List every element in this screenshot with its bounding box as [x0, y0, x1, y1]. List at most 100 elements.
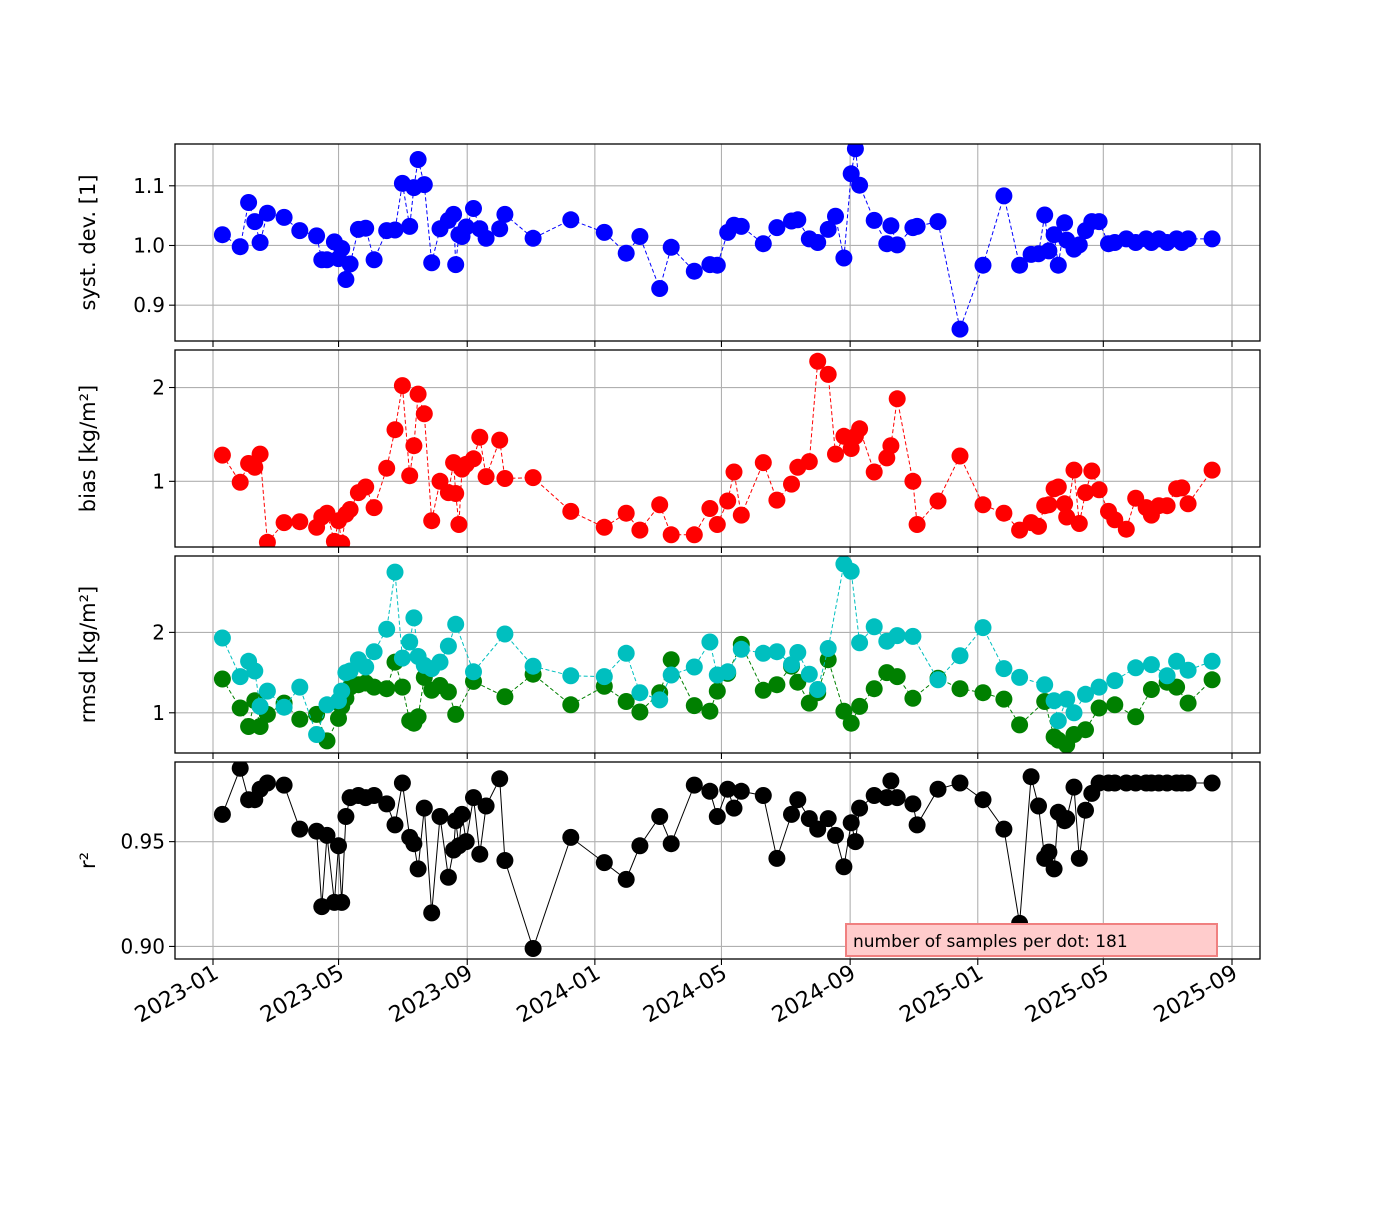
- bias-data-point: [213, 446, 231, 464]
- rmsd-data-point: [951, 680, 969, 698]
- r2-data-point: [974, 791, 992, 809]
- bias-data-point: [405, 437, 423, 455]
- bias-data-point: [491, 431, 509, 449]
- rmsd-data-point: [995, 660, 1013, 678]
- syst-dev-data-point: [258, 204, 276, 222]
- bias-panel: 1 2 bias [kg/m²]: [76, 349, 1261, 553]
- rmsd-data-point: [719, 663, 737, 681]
- bias-ytick-label: 2: [152, 376, 165, 400]
- r2-data-point: [415, 799, 433, 817]
- rmsd-data-point: [1127, 708, 1145, 726]
- rmsd-ylabel: rmsd [kg/m²]: [76, 586, 100, 724]
- syst-dev-ytick-label: 1.1: [133, 174, 165, 198]
- syst-dev-data-point: [974, 256, 992, 274]
- rmsd-data-point: [365, 678, 383, 696]
- rmsd-data-point: [595, 668, 613, 686]
- rmsd-data-point: [496, 688, 514, 706]
- r2-data-point: [477, 797, 495, 815]
- rmsd-panel: 1 2 rmsd [kg/m²]: [76, 555, 1261, 759]
- rmsd-data-point: [1158, 667, 1176, 685]
- r2-data-point: [453, 805, 471, 823]
- rmsd-data-point: [1090, 699, 1108, 717]
- rmsd-data-point: [447, 615, 465, 633]
- syst-dev-data-point: [827, 207, 844, 225]
- rmsd-data-point: [662, 666, 680, 684]
- bias-data-point: [865, 463, 883, 481]
- syst-dev-data-point: [386, 221, 404, 239]
- rmsd-data-point: [439, 683, 457, 701]
- bias-data-point: [754, 454, 772, 472]
- r2-data-point: [685, 776, 703, 794]
- r2-data-point: [1065, 778, 1083, 796]
- rmsd-data-point: [631, 684, 649, 702]
- r2-panel: 0.90 0.95 r² number of samples per dot: 181: [76, 761, 1261, 965]
- r2-data-point: [291, 820, 309, 838]
- syst-dev-data-point: [732, 217, 750, 235]
- bias-data-point: [719, 492, 737, 510]
- bias-data-point: [562, 502, 580, 520]
- rmsd-data-point: [409, 708, 427, 726]
- rmsd-data-point: [819, 640, 837, 657]
- rmsd-data-point: [1011, 668, 1029, 686]
- r2-data-point: [929, 780, 947, 798]
- rmsd-data-point: [378, 620, 396, 638]
- bias-data-point: [1203, 461, 1221, 479]
- rmsd-data-point: [308, 726, 326, 743]
- rmsd-data-point: [1168, 652, 1186, 670]
- samples-annotation: number of samples per dot: 181: [853, 932, 1128, 952]
- syst-dev-data-point: [445, 205, 463, 223]
- r2-data-point: [496, 852, 514, 869]
- bias-data-point: [995, 504, 1013, 522]
- r2-data-point: [719, 780, 737, 798]
- r2-data-point: [405, 835, 423, 853]
- r2-data-point: [595, 854, 613, 872]
- syst-dev-data-point: [851, 176, 869, 194]
- syst-dev-data-point: [337, 271, 355, 288]
- r2-data-point: [393, 774, 411, 792]
- bias-data-point: [929, 492, 947, 510]
- rmsd-data-point: [1090, 678, 1108, 696]
- rmsd-data-point: [685, 697, 703, 715]
- r2-data-point: [1058, 810, 1076, 828]
- r2-data-point: [457, 833, 475, 851]
- bias-data-point: [1077, 484, 1094, 502]
- r2-data-point: [439, 868, 457, 886]
- bias-frame: [174, 349, 1261, 548]
- r2-data-point: [882, 772, 900, 790]
- syst-dev-data-point: [1203, 230, 1221, 248]
- r2-data-point: [827, 826, 844, 844]
- r2-data-point: [318, 826, 336, 844]
- rmsd-data-point: [431, 653, 449, 671]
- bias-data-point: [819, 365, 837, 383]
- bias-data-point: [401, 467, 419, 485]
- rmsd-data-point: [378, 680, 396, 698]
- bias-data-point: [258, 533, 276, 547]
- r2-data-point: [378, 795, 396, 813]
- rmsd-data-point: [231, 668, 249, 686]
- rmsd-data-point: [842, 562, 860, 580]
- r2-data-point: [365, 787, 383, 804]
- syst-dev-data-point: [409, 151, 427, 168]
- r2-ytick-label: 0.90: [120, 934, 165, 958]
- r2-data-point: [725, 799, 743, 817]
- bias-data-point: [415, 405, 433, 423]
- r2-data-point: [423, 904, 441, 922]
- syst-dev-ytick-label: 0.9: [133, 293, 165, 317]
- rmsd-ytick-label: 2: [152, 620, 165, 644]
- syst-dev-data-point: [789, 211, 807, 229]
- syst-dev-data-point: [865, 211, 883, 229]
- r2-plot-area: [213, 762, 1221, 957]
- syst-dev-data-point: [651, 280, 669, 297]
- bias-data-point: [882, 437, 900, 455]
- bias-data-point: [1030, 517, 1047, 535]
- syst-dev-data-point: [341, 255, 359, 273]
- rmsd-data-point: [393, 649, 411, 667]
- r2-data-point: [258, 774, 276, 792]
- syst-dev-data-point: [308, 227, 326, 245]
- syst-dev-data-point: [251, 234, 269, 251]
- rmsd-data-point: [439, 637, 457, 655]
- r2-data-point: [904, 795, 922, 813]
- rmsd-data-point: [1077, 685, 1094, 703]
- syst-dev-data-point: [708, 256, 726, 274]
- r2-data-point: [865, 787, 883, 804]
